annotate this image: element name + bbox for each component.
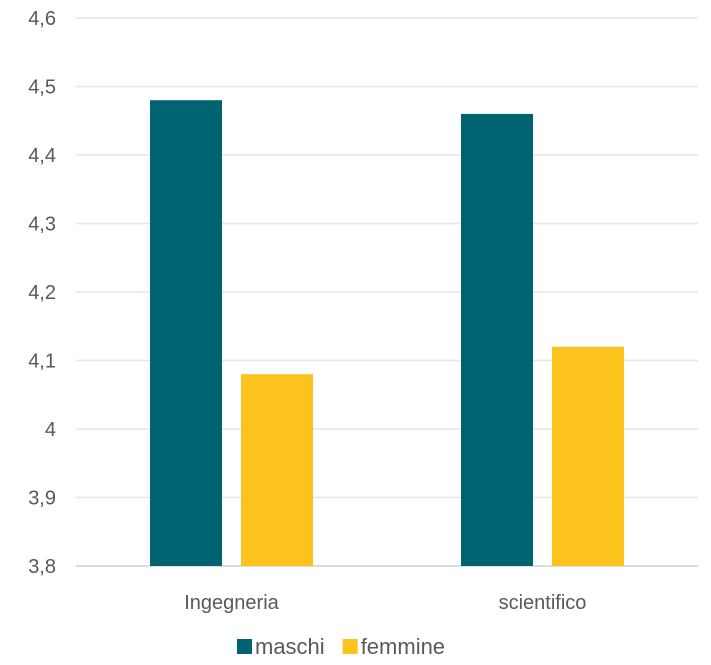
y-tick-label: 3,8 <box>28 556 56 578</box>
y-tick-label: 4 <box>45 419 56 441</box>
y-tick-label: 3,9 <box>28 488 56 510</box>
y-tick-label: 4,5 <box>28 77 56 99</box>
legend-label-maschi: maschi <box>255 634 325 659</box>
legend-label-femmine: femmine <box>361 634 445 659</box>
legend-swatch-maschi <box>237 639 252 654</box>
x-category-label: Ingegneria <box>184 592 279 614</box>
bar-femmine-ingegneria <box>241 374 313 566</box>
y-tick-label: 4,4 <box>28 145 56 167</box>
bar-femmine-scientifico <box>552 346 624 566</box>
y-tick-label: 4,3 <box>28 214 56 236</box>
y-tick-label: 4,1 <box>28 351 56 373</box>
x-axis-category-labels: Ingegneria scientifico <box>184 592 586 614</box>
bars <box>150 100 624 567</box>
legend-swatch-femmine <box>342 639 358 654</box>
legend: maschi femmine <box>237 634 445 659</box>
x-category-label: scientifico <box>499 592 587 614</box>
y-axis-tick-labels: 3,8 3,9 4 4,1 4,2 4,3 4,4 4,5 4,6 <box>28 8 56 578</box>
bar-maschi-scientifico <box>461 113 533 567</box>
y-tick-label: 4,6 <box>28 8 56 30</box>
bar-maschi-ingegneria <box>150 100 222 566</box>
y-tick-label: 4,2 <box>28 282 56 304</box>
